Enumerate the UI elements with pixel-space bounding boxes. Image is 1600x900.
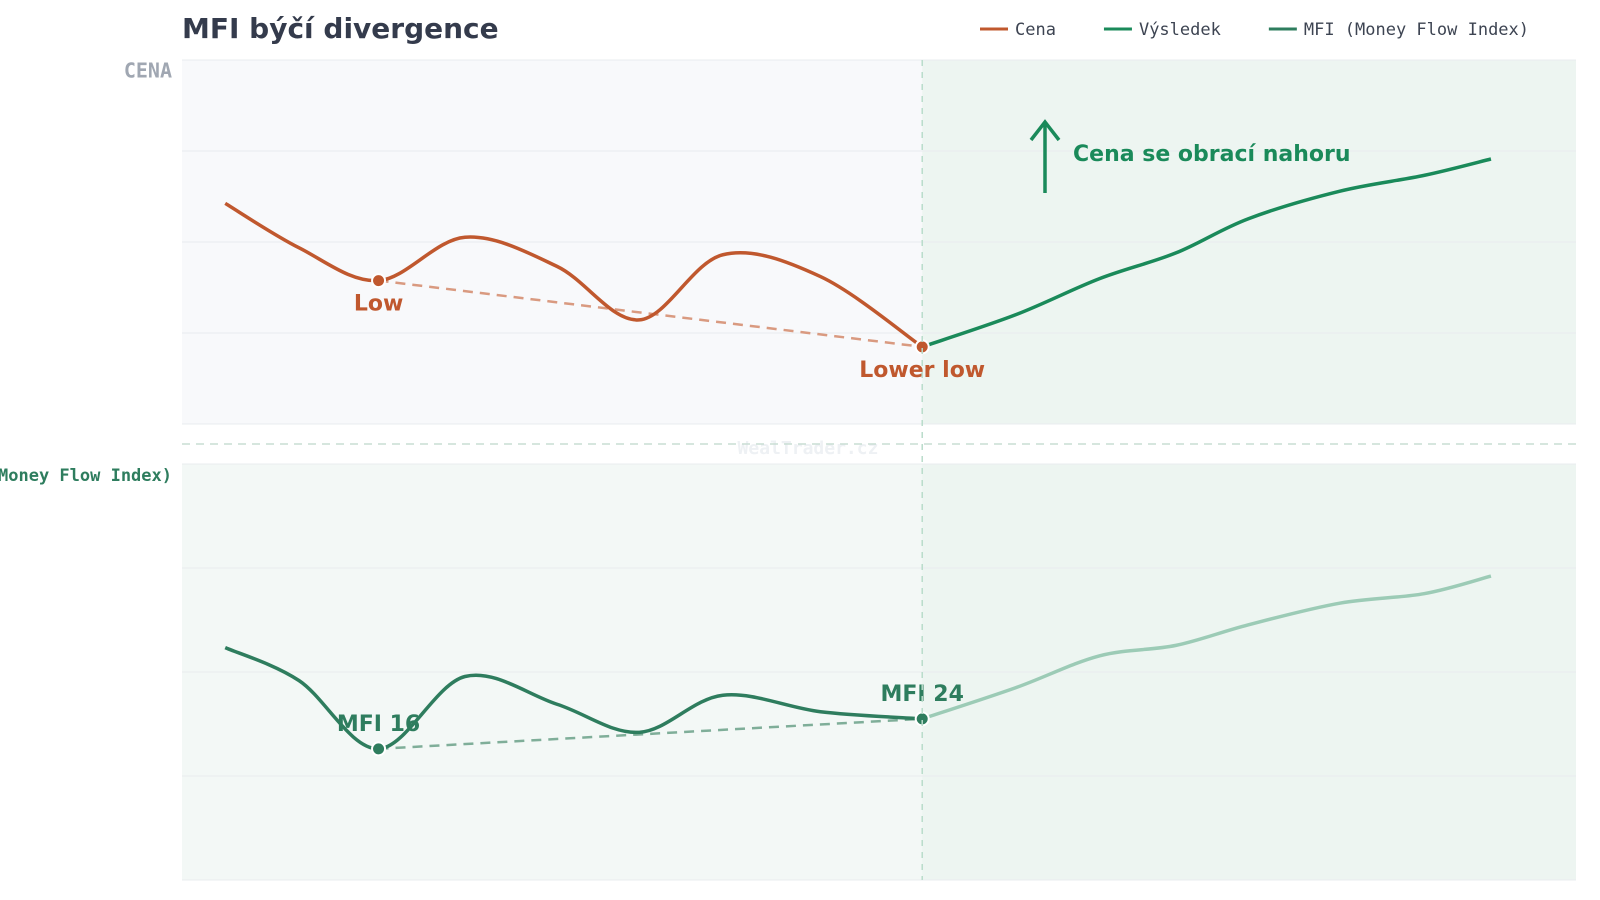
- arrow: [1029, 119, 1061, 193]
- annotation: MFI 16: [337, 712, 420, 737]
- annotation: Cena se obrací nahoru: [1073, 142, 1351, 167]
- divergence-trend: [378, 717, 923, 751]
- line-series: [921, 574, 1492, 721]
- legend-label: Výsledek: [1139, 20, 1221, 40]
- panel-label: MFI (Money Flow Index): [0, 466, 172, 486]
- chart-title: MFI býčí divergence: [182, 12, 499, 45]
- legend-label: MFI (Money Flow Index): [1304, 20, 1529, 40]
- line-series: [224, 646, 923, 751]
- annotation: Low: [354, 292, 403, 317]
- legend-label: Cena: [1015, 20, 1056, 40]
- watermark: WealTrader.cz: [738, 438, 879, 459]
- key-point: [371, 741, 387, 757]
- divergence-trend: [378, 279, 923, 349]
- key-point: [371, 273, 387, 289]
- line-series: [224, 201, 924, 349]
- line-series: [921, 157, 1492, 349]
- panel-label: CENA: [124, 59, 172, 83]
